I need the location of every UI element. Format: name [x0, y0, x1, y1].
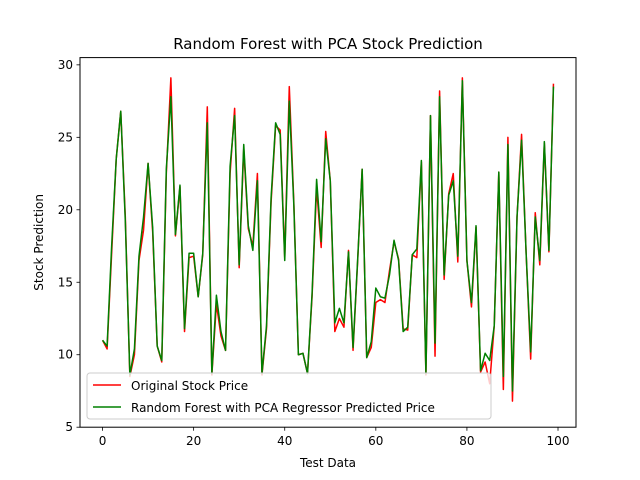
x-tick-label: 20 [186, 434, 201, 448]
y-tick-label: 20 [58, 203, 73, 217]
legend-box [86, 372, 492, 420]
legend-label-predicted: Random Forest with PCA Regressor Predict… [131, 401, 435, 415]
x-axis: 0 20 40 60 80 100 [99, 427, 570, 448]
y-tick-label: 30 [58, 58, 73, 72]
y-tick-label: 5 [65, 420, 73, 434]
x-tick-label: 0 [99, 434, 107, 448]
chart-title: Random Forest with PCA Stock Prediction [173, 35, 483, 53]
y-tick-label: 10 [58, 348, 73, 362]
x-axis-label: Test Data [299, 456, 356, 470]
x-tick-label: 100 [547, 434, 570, 448]
series-line-original [101, 77, 555, 402]
x-tick-label: 80 [459, 434, 474, 448]
legend-label-original: Original Stock Price [131, 379, 248, 393]
series-line-predicted [101, 80, 555, 392]
y-tick-label: 25 [58, 130, 73, 144]
y-tick-label: 15 [58, 275, 73, 289]
y-axis-label: Stock Prediction [32, 194, 46, 291]
plot-frame [79, 57, 577, 428]
legend: Original Stock Price Random Forest with … [86, 372, 492, 420]
series-lines [101, 77, 555, 402]
x-tick-label: 40 [277, 434, 292, 448]
x-tick-label: 60 [368, 434, 383, 448]
y-axis: 5 10 15 20 25 30 [58, 58, 80, 434]
